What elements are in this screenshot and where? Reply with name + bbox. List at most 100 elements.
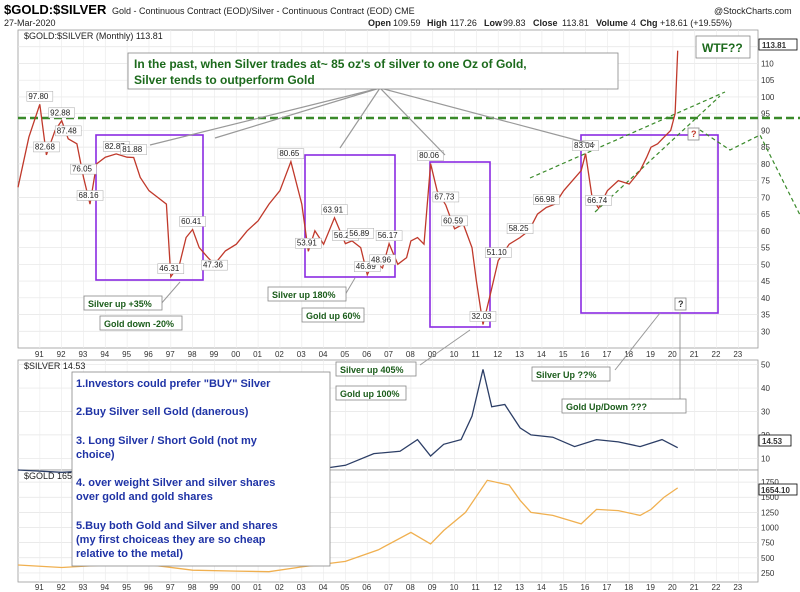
box-2003	[304, 154, 396, 278]
source-credit: @StockCharts.com	[714, 6, 792, 16]
y-tick-label: 50	[761, 260, 770, 269]
x-tick-label: 00	[231, 583, 240, 592]
box-2008	[429, 161, 491, 328]
peak-label: 66.98	[533, 194, 560, 205]
x-tick-label: 00	[231, 350, 240, 359]
box3-gold-label: Gold up 100%	[340, 389, 400, 399]
question-mark-1-text: ?	[691, 129, 697, 139]
x-tick-label: 20	[668, 583, 677, 592]
peak-label: 58.25	[506, 223, 534, 234]
ratio-last-value: 113.81	[762, 41, 787, 50]
peak-label: 76.05	[70, 163, 97, 175]
trend-projection	[699, 129, 800, 216]
x-tick-label: 14	[537, 583, 546, 592]
peak-label: 32.03	[469, 311, 497, 322]
x-tick-label: 15	[559, 350, 568, 359]
gold-last-value: 1654.10	[761, 486, 790, 495]
y-tick-label: 250	[761, 569, 775, 578]
svg-text:48.96: 48.96	[371, 255, 392, 264]
svg-text:80.65: 80.65	[279, 149, 300, 158]
chg-label: Chg	[640, 18, 658, 28]
box1-gold-label: Gold down -20%	[104, 319, 174, 329]
peak-label: 66.74	[585, 195, 612, 206]
peak-label: 48.96	[369, 254, 396, 266]
list-item-1: 1.Investors could prefer "BUY" Silver	[76, 378, 271, 390]
box2-gold-label: Gold up 60%	[306, 311, 361, 321]
question-mark-2: ?	[674, 297, 687, 311]
x-tick-label: 98	[188, 350, 197, 359]
list-item-5: 5.Buy both Gold and Silver and shares	[76, 520, 278, 532]
y-tick-label: 750	[761, 539, 775, 548]
x-tick-label: 22	[712, 350, 721, 359]
peak-label: 67.73	[432, 191, 460, 203]
svg-text:67.73: 67.73	[434, 192, 455, 201]
pointer-4	[379, 87, 596, 146]
svg-text:82.68: 82.68	[35, 142, 56, 151]
question-mark-1: ?	[687, 127, 700, 141]
x-tick-label: 01	[253, 350, 262, 359]
x-tick-label: 08	[406, 583, 415, 592]
x-tick-label: 09	[428, 583, 437, 592]
x-tick-label: 99	[209, 583, 218, 592]
peak-label: 87.48	[54, 125, 82, 137]
box4-gold-label: Gold Up/Down ???	[566, 402, 647, 412]
x-tick-label: 17	[602, 350, 611, 359]
wtf-text: WTF??	[702, 41, 743, 55]
peak-label: 97.80	[26, 91, 54, 102]
low-value: 99.83	[503, 18, 526, 28]
x-tick-label: 03	[297, 350, 306, 359]
svg-text:63.91: 63.91	[323, 205, 344, 214]
x-tick-label: 20	[668, 350, 677, 359]
x-tick-label: 04	[319, 350, 328, 359]
svg-text:56.89: 56.89	[349, 229, 370, 238]
y-tick-label: 1750	[761, 478, 779, 487]
x-tick-label: 05	[340, 350, 349, 359]
list-item-3b: choice)	[76, 449, 115, 461]
pointer-1	[149, 87, 381, 146]
x-tick-label: 94	[100, 583, 109, 592]
peak-label: 56.17	[375, 230, 403, 241]
x-tick-label: 19	[646, 350, 655, 359]
svg-text:60.59: 60.59	[443, 216, 464, 225]
x-tick-label: 92	[57, 350, 66, 359]
y-tick-label: 65	[761, 210, 770, 219]
gold-last-tag: 1654.10	[758, 483, 798, 496]
list-item-4: 4. over weight Silver and silver shares	[76, 477, 275, 489]
peak-labels: 97.80 82.68 92.88 87.48 76.05 68.16 82.8781.88…	[26, 91, 612, 322]
x-tick-label: 96	[144, 350, 153, 359]
peak-label: 53.91	[295, 237, 322, 249]
x-tick-label: 12	[493, 350, 502, 359]
svg-text:32.03: 32.03	[471, 312, 492, 321]
x-tick-label: 93	[78, 583, 87, 592]
x-tick-label: 91	[35, 350, 44, 359]
svg-text:56.21: 56.21	[334, 231, 355, 240]
y-tick-label: 1250	[761, 508, 779, 517]
x-tick-label: 02	[275, 350, 284, 359]
peak-label: 83.04	[572, 140, 599, 151]
y-tick-label: 90	[761, 126, 770, 135]
x-tick-label: 16	[581, 350, 590, 359]
list-item-5c: relative to the metal)	[76, 548, 183, 560]
x-tick-label: 96	[144, 583, 153, 592]
x-tick-label: 03	[297, 583, 306, 592]
x-tick-label: 99	[209, 350, 218, 359]
peak-label: 81.88	[120, 144, 147, 155]
list-item-5b: (my first choiceas they are so cheap	[76, 534, 266, 546]
x-tick-label: 13	[515, 350, 524, 359]
open-value: 109.59	[393, 18, 421, 28]
svg-text:60.41: 60.41	[181, 217, 202, 226]
silver-last-tag: 14.53	[758, 434, 792, 447]
box-1990s	[95, 134, 204, 281]
x-tick-label: 95	[122, 583, 131, 592]
pointer-3	[379, 87, 446, 156]
y-tick-label: 35	[761, 311, 770, 320]
svg-text:56.17: 56.17	[378, 231, 399, 240]
svg-text:97.80: 97.80	[28, 92, 49, 101]
x-tick-label: 21	[690, 583, 699, 592]
strategy-list: 1.Investors could prefer "BUY" Silver 2.…	[71, 371, 331, 567]
y-tick-label: 80	[761, 160, 770, 169]
x-tick-label: 18	[624, 350, 633, 359]
x-ticks: 91 91 92 92 93 93 94 94 95 95 96 96 97 97 98 98 99 99 00 00…	[35, 350, 743, 592]
close-value: 113.81	[562, 18, 589, 28]
